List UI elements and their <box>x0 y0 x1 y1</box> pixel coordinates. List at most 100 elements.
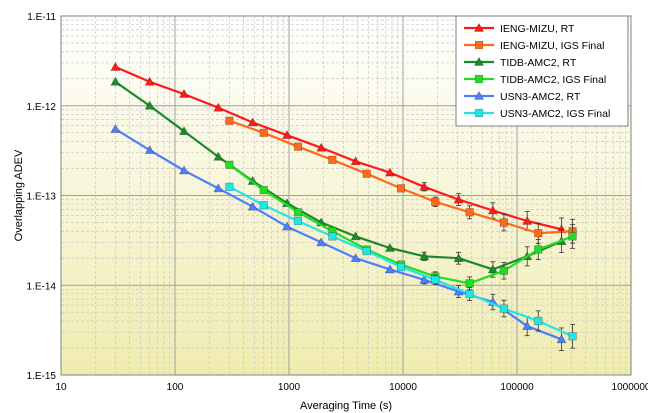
data-point <box>465 289 474 299</box>
data-point <box>316 142 327 152</box>
data-point <box>293 208 303 217</box>
legend-item: TIDB-AMC2, RT <box>464 56 577 69</box>
data-point <box>499 266 509 275</box>
series-line <box>114 80 562 271</box>
data-point <box>316 237 327 247</box>
data-point <box>465 208 474 217</box>
data-point <box>225 160 234 169</box>
tick-labels: 10 100 1000 10000 100000 1000000 1.E-11 1.E-12 1… <box>27 12 648 393</box>
data-point <box>247 201 258 211</box>
legend-item: USN3-AMC2, IGS Final <box>464 108 610 120</box>
data-point <box>419 251 430 261</box>
data-point <box>419 181 430 191</box>
y-tick-label: 1.E-11 <box>27 12 56 23</box>
legend-label: USN3-AMC2, RT <box>500 91 581 103</box>
data-point <box>453 253 464 263</box>
data-point <box>293 142 303 151</box>
data-point <box>487 205 498 215</box>
data-point <box>144 100 155 110</box>
legend-marker <box>473 22 485 32</box>
legend-label: TIDB-AMC2, RT <box>500 57 577 69</box>
series-lines <box>110 61 577 352</box>
legend-marker <box>474 108 484 118</box>
legend-label: TIDB-AMC2, IGS Final <box>500 74 606 86</box>
data-point <box>534 316 543 326</box>
data-point <box>465 279 474 288</box>
legend-label: IENG-MIZU, RT <box>500 23 575 35</box>
legend-item: IENG-MIZU, RT <box>464 22 575 35</box>
data-point <box>110 76 121 86</box>
x-tick-label: 100 <box>167 382 184 393</box>
data-point <box>179 126 190 136</box>
data-point <box>568 232 577 241</box>
data-point <box>362 247 371 256</box>
data-point <box>534 245 543 254</box>
data-point <box>350 231 361 241</box>
data-point <box>247 117 258 127</box>
data-point <box>522 321 533 330</box>
legend-item: IENG-MIZU, IGS Final <box>464 40 604 52</box>
x-tick-label: 1000000 <box>612 382 648 393</box>
data-point <box>110 123 121 133</box>
data-point <box>225 182 234 191</box>
legend-box <box>455 15 629 127</box>
data-point <box>328 232 337 241</box>
data-point <box>213 151 224 161</box>
data-point <box>431 275 440 284</box>
data-point <box>396 262 406 272</box>
legend-item: TIDB-AMC2, IGS Final <box>464 74 606 86</box>
legend-marker <box>473 56 485 66</box>
data-point <box>499 304 509 313</box>
data-point <box>431 197 440 206</box>
plot-frame <box>60 15 632 376</box>
data-point <box>328 155 337 164</box>
data-point <box>384 264 395 274</box>
data-point <box>281 221 292 231</box>
y-axis-title: Overlapping ADEV <box>13 149 25 241</box>
y-tick-label: 1.E-13 <box>27 192 57 203</box>
data-point <box>384 167 395 177</box>
data-point <box>259 201 268 210</box>
y-tick-label: 1.E-15 <box>27 371 57 382</box>
x-tick-label: 10 <box>55 382 67 393</box>
legend-marker <box>473 90 485 100</box>
data-point <box>487 264 498 274</box>
data-point <box>259 128 268 137</box>
y-tick-label: 1.E-14 <box>27 281 57 292</box>
data-point <box>179 165 190 175</box>
data-point <box>281 130 292 139</box>
data-point <box>362 169 371 178</box>
data-point <box>110 61 121 71</box>
data-point <box>419 274 430 284</box>
data-point <box>556 334 567 344</box>
series-line <box>114 65 562 231</box>
data-point <box>384 242 395 252</box>
data-point <box>350 253 361 263</box>
data-point <box>179 88 190 98</box>
data-point <box>293 216 303 226</box>
legend-marker <box>474 74 484 84</box>
y-tick-label: 1.E-12 <box>27 102 57 113</box>
x-tick-label: 10000 <box>389 382 417 393</box>
x-tick-label: 100000 <box>500 382 534 393</box>
legend-marker <box>474 40 484 50</box>
data-point <box>499 218 509 227</box>
data-point <box>144 145 155 154</box>
data-point <box>213 183 224 193</box>
data-point <box>259 185 268 195</box>
data-point <box>350 156 361 166</box>
data-point <box>534 229 543 238</box>
legend-label: IENG-MIZU, IGS Final <box>500 40 604 52</box>
legend: IENG-MIZU, RT IENG-MIZU, IGS Final TIDB-AM… <box>455 15 629 127</box>
data-point <box>396 184 406 193</box>
data-point <box>225 116 234 125</box>
data-point <box>213 102 224 112</box>
series-group <box>225 182 577 349</box>
x-axis-title: Averaging Time (s) <box>300 400 392 412</box>
legend-item: USN3-AMC2, RT <box>464 90 581 103</box>
legend-label: USN3-AMC2, IGS Final <box>500 108 610 120</box>
data-point <box>568 332 577 341</box>
data-point <box>453 194 464 204</box>
